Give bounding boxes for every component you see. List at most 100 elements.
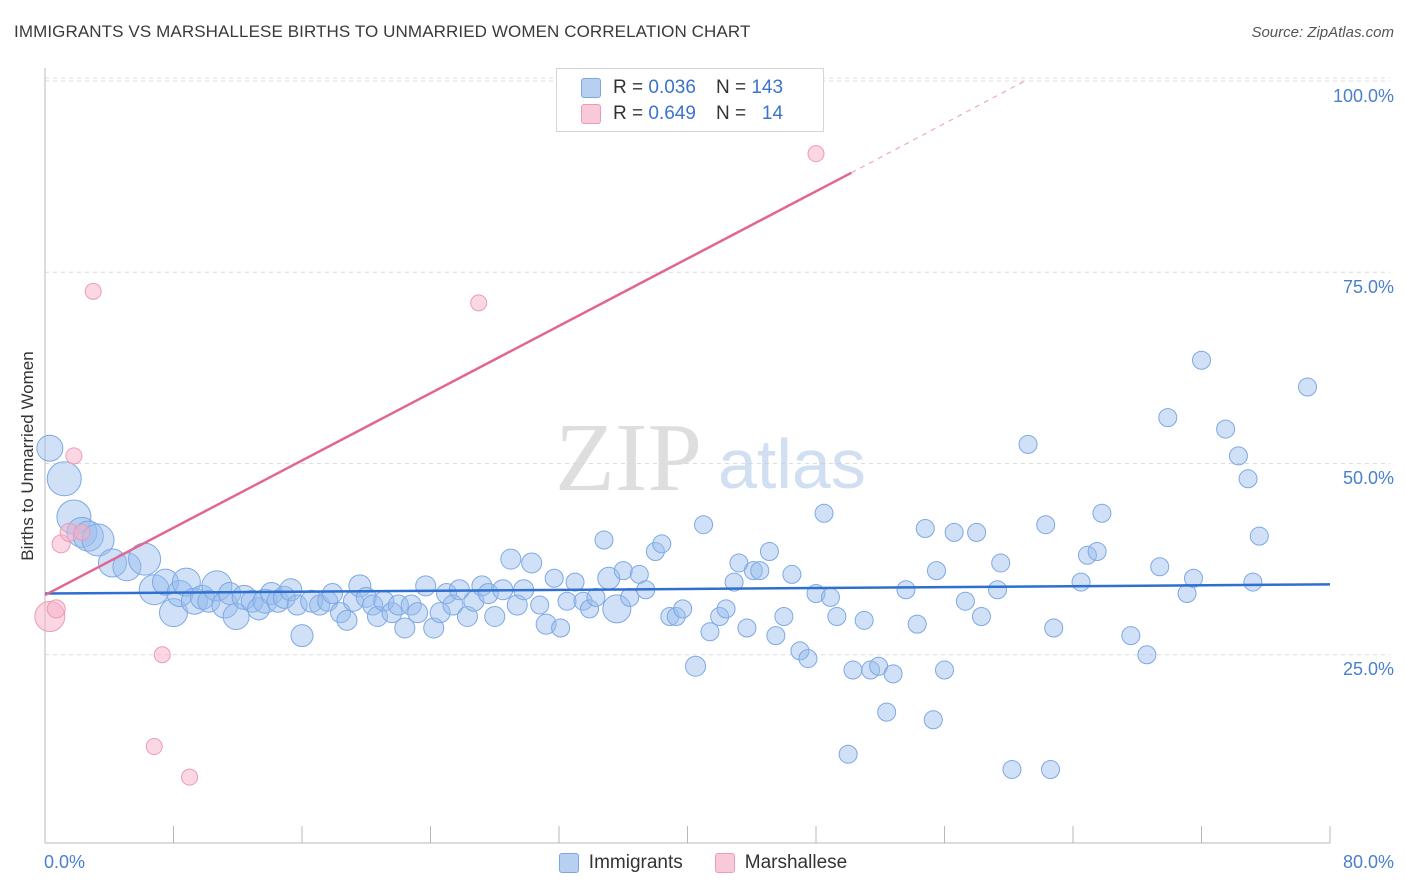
- immigrants-point: [827, 607, 847, 626]
- immigrants-point: [530, 595, 550, 615]
- immigrants-point: [1238, 469, 1258, 489]
- x-tick-label-min: 0.0%: [44, 852, 86, 872]
- marshallese-point: [153, 646, 171, 664]
- stats-box: R = 0.036 N = 143 R = 0.649 N = 14: [556, 68, 824, 132]
- r-value: 0.649: [648, 103, 696, 124]
- immigrants-point: [544, 568, 564, 588]
- n-label: N =: [715, 103, 747, 124]
- immigrants-point: [1087, 541, 1107, 561]
- immigrants-point: [1018, 434, 1038, 454]
- y-axis-label: Births to Unmarried Women: [18, 351, 37, 561]
- marshallese-point: [73, 523, 91, 541]
- immigrants-point: [1150, 557, 1170, 577]
- immigrants-point: [594, 530, 614, 550]
- marshallese-point: [807, 145, 825, 163]
- r-value: 0.036: [648, 77, 696, 98]
- immigrants-point: [991, 553, 1011, 573]
- immigrants-trend-line: [44, 583, 1331, 595]
- immigrants-point: [557, 591, 577, 611]
- watermark-atlas: atlas: [718, 425, 866, 503]
- immigrants-point: [565, 572, 585, 592]
- immigrants-point: [724, 572, 744, 592]
- immigrants-point: [1249, 526, 1269, 546]
- immigrants-point: [290, 624, 314, 648]
- chart-title: IMMIGRANTS VS MARSHALLESE BIRTHS TO UNMA…: [14, 22, 751, 41]
- immigrants-point: [814, 503, 834, 523]
- immigrants-point: [602, 594, 632, 624]
- immigrants-point: [883, 664, 903, 684]
- immigrants-point: [151, 568, 179, 596]
- immigrants-point: [1092, 503, 1112, 523]
- immigrants-point: [766, 626, 786, 646]
- immigrants-point: [750, 561, 770, 581]
- immigrants-point: [798, 649, 818, 669]
- immigrants-point: [362, 594, 384, 616]
- immigrants-point: [1077, 545, 1097, 565]
- legend-item-immigrants: Immigrants: [558, 852, 683, 874]
- immigrants-point: [645, 541, 665, 561]
- marshallese-point: [65, 447, 83, 465]
- marshallese-point: [84, 282, 102, 300]
- immigrants-point: [394, 617, 416, 639]
- immigrants-point: [790, 641, 810, 661]
- immigrants-point: [971, 607, 991, 626]
- immigrants-point: [415, 575, 437, 597]
- immigrants-point: [759, 541, 779, 561]
- y-tick-label: 75.0%: [1342, 277, 1394, 297]
- immigrants-point: [923, 710, 943, 730]
- immigrants-point: [387, 594, 409, 616]
- immigrants-point: [694, 515, 714, 535]
- immigrants-point: [613, 561, 633, 581]
- immigrants-point: [521, 552, 543, 574]
- marshallese-legend-swatch-icon: [714, 853, 735, 873]
- immigrants-point: [259, 582, 283, 606]
- immigrants-point: [222, 603, 250, 630]
- chart-source: Source: ZipAtlas.com: [1251, 24, 1394, 41]
- stats-row-immigrants: R = 0.036 N = 143: [581, 75, 783, 101]
- immigrants-point: [1036, 515, 1056, 535]
- marshallese-trend-extension: [851, 80, 1026, 174]
- immigrants-point: [988, 580, 1008, 600]
- watermark: ZIP atlas: [555, 404, 866, 512]
- y-tick-label: 50.0%: [1342, 468, 1394, 488]
- immigrants-point: [197, 589, 221, 613]
- legend-item-marshallese: Marshallese: [714, 852, 847, 874]
- immigrants-point: [436, 583, 458, 605]
- immigrants-point: [782, 564, 802, 584]
- marshallese-point: [470, 294, 488, 312]
- immigrants-point: [407, 602, 429, 624]
- immigrants-point: [484, 606, 506, 627]
- immigrants-point: [1071, 572, 1091, 592]
- marshallese-point: [145, 738, 163, 756]
- y-tick-label: 25.0%: [1342, 659, 1394, 679]
- immigrants-point: [944, 522, 964, 542]
- immigrants-point: [1002, 760, 1022, 779]
- n-label: N =: [715, 77, 747, 98]
- immigrants-point: [1041, 760, 1061, 779]
- immigrants-point: [500, 548, 522, 570]
- immigrants-point: [46, 461, 82, 497]
- immigrants-point: [652, 534, 672, 554]
- immigrants-point: [955, 591, 975, 611]
- immigrants-point: [1228, 446, 1248, 466]
- immigrants-point: [1298, 377, 1318, 397]
- immigrants-point: [551, 618, 571, 638]
- immigrants-swatch-icon: [581, 78, 601, 98]
- immigrants-point: [710, 607, 730, 626]
- immigrants-point: [843, 660, 863, 680]
- immigrants-point: [877, 702, 897, 722]
- immigrants-point: [1137, 645, 1157, 665]
- immigrants-point: [1183, 568, 1203, 588]
- immigrants-point: [252, 588, 278, 614]
- n-value: 143: [751, 77, 784, 98]
- immigrants-point: [820, 587, 840, 607]
- immigrants-point: [322, 583, 344, 605]
- immigrants-point: [1158, 408, 1178, 428]
- immigrants-point: [336, 609, 358, 631]
- immigrants-point: [36, 434, 64, 462]
- immigrants-point: [854, 610, 874, 630]
- immigrants-point: [716, 599, 736, 619]
- immigrants-point: [743, 561, 763, 581]
- marshallese-point: [46, 599, 66, 619]
- immigrants-point: [429, 602, 451, 624]
